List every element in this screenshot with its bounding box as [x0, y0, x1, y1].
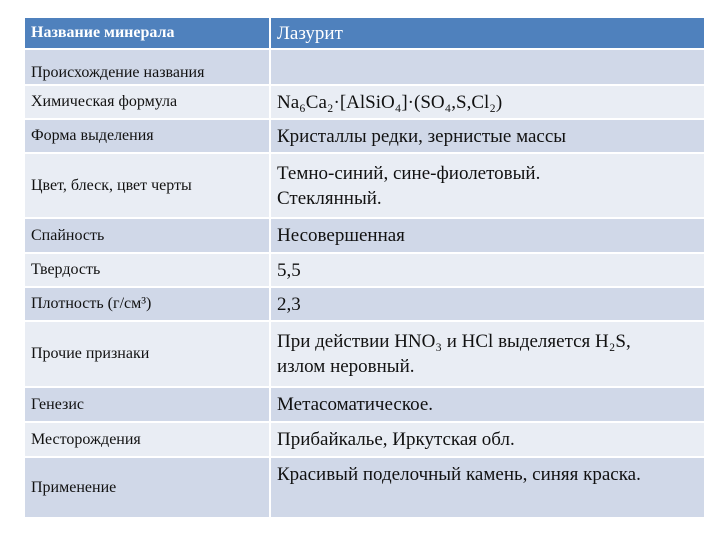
mineral-table: Название минерала Лазурит Происхождение …: [25, 18, 704, 519]
row-label: Цвет, блеск, цвет черты: [25, 153, 270, 219]
row-value: 2,3: [269, 287, 704, 322]
row-value: Несовершенная: [269, 218, 704, 254]
table-header-row: Название минерала Лазурит: [25, 18, 704, 50]
row-label: Химическая формула: [25, 85, 270, 120]
table-row: Месторождения Прибайкалье, Иркутская обл…: [25, 422, 704, 458]
row-label: Применение: [25, 457, 270, 519]
table-row: Прочие признаки При действии HNO₃ и HCl …: [25, 321, 704, 388]
row-label: Твердость: [25, 253, 270, 288]
table-row: Твердость 5,5: [25, 253, 704, 288]
row-value: Кристаллы редки, зернистые массы: [269, 119, 704, 154]
header-label: Название минерала: [25, 18, 270, 50]
row-label: Плотность (г/см³): [25, 287, 270, 322]
row-label: Прочие признаки: [25, 321, 270, 388]
table-row: Генезис Метасоматическое.: [25, 387, 704, 423]
table-row: Применение Красивый поделочный камень, с…: [25, 457, 704, 519]
row-label: Месторождения: [25, 422, 270, 458]
row-value: Na₆Ca₂·[AlSiO₄]·(SO₄,S,Cl₂): [269, 85, 704, 120]
table-row: Происхождение названия: [25, 49, 704, 86]
table-row: Спайность Несовершенная: [25, 218, 704, 254]
table-row: Форма выделения Кристаллы редки, зернист…: [25, 119, 704, 154]
row-label: Спайность: [25, 218, 270, 254]
row-value: Прибайкалье, Иркутская обл.: [269, 422, 704, 458]
table-row: Химическая формула Na₆Ca₂·[AlSiO₄]·(SO₄,…: [25, 85, 704, 120]
row-value: Метасоматическое.: [269, 387, 704, 423]
row-label: Генезис: [25, 387, 270, 423]
table-row: Плотность (г/см³) 2,3: [25, 287, 704, 322]
row-value: [269, 49, 704, 86]
row-value: При действии HNO₃ и HCl выделяется H₂S, …: [269, 321, 704, 388]
row-value: Красивый поделочный камень, синяя краска…: [269, 457, 704, 519]
row-label: Происхождение названия: [25, 49, 270, 86]
row-value: Темно-синий, сине-фиолетовый. Стеклянный…: [269, 153, 704, 219]
header-value: Лазурит: [269, 18, 704, 50]
row-label: Форма выделения: [25, 119, 270, 154]
table-row: Цвет, блеск, цвет черты Темно-синий, син…: [25, 153, 704, 219]
row-value: 5,5: [269, 253, 704, 288]
